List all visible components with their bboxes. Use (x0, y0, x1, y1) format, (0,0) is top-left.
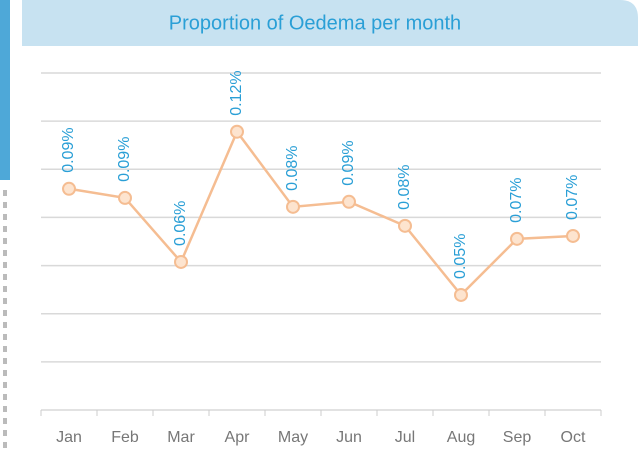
chart-title: Proportion of Oedema per month (169, 12, 461, 34)
data-label: 0.06% (172, 201, 189, 246)
data-point (286, 199, 300, 214)
data-point (118, 190, 132, 205)
side-accent (0, 0, 10, 180)
x-tick-label: Sep (503, 429, 532, 446)
x-tick-label: May (278, 429, 308, 446)
x-tick-label: Aug (447, 429, 475, 446)
x-tick-label: Mar (167, 429, 195, 446)
data-point (174, 254, 188, 269)
data-label: 0.05% (452, 234, 469, 279)
data-point (398, 218, 412, 233)
x-tick-label: Oct (561, 429, 586, 446)
data-label: 0.12% (228, 70, 245, 115)
x-tick-label: Jan (56, 429, 82, 446)
data-point (342, 194, 356, 209)
data-label: 0.09% (60, 127, 77, 172)
x-tick-label: Apr (225, 429, 251, 446)
x-tick-label: Jun (336, 429, 362, 446)
series-line (68, 129, 574, 297)
data-label: 0.09% (340, 140, 357, 185)
x-tick-label: Jul (395, 429, 415, 446)
x-tick-label: Feb (111, 429, 139, 446)
data-label: 0.07% (508, 177, 525, 222)
data-label: 0.08% (284, 145, 301, 190)
data-point (566, 228, 580, 243)
data-point (230, 124, 244, 139)
title-band (22, 0, 638, 46)
data-label: 0.07% (564, 175, 581, 220)
data-label: 0.08% (396, 164, 413, 209)
data-point (454, 287, 468, 302)
data-point (62, 181, 76, 196)
data-point (510, 231, 524, 246)
data-label: 0.09% (116, 137, 133, 182)
